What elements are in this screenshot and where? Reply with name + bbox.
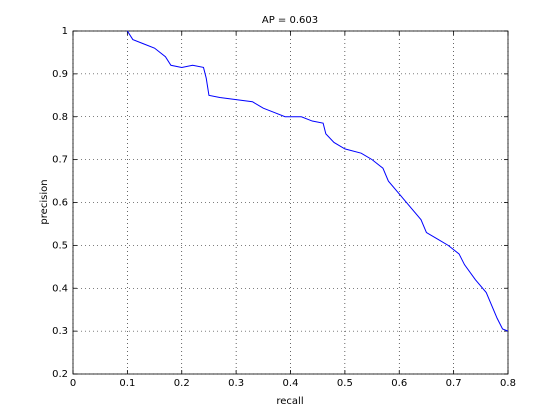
y-tick-label: 0.6 [52, 198, 68, 209]
y-tick-label: 1 [62, 26, 68, 37]
x-tick-label: 0.4 [283, 378, 299, 389]
y-axis-label: precision [39, 179, 50, 224]
y-tick-label: 0.9 [52, 69, 68, 80]
chart-title: AP = 0.603 [262, 15, 318, 26]
y-tick-label: 0.8 [52, 112, 68, 123]
y-tick-label: 0.7 [52, 155, 68, 166]
x-axis-label: recall [276, 396, 303, 407]
x-tick-label: 0.8 [500, 378, 516, 389]
x-tick-label: 0 [70, 378, 76, 389]
y-tick-label: 0.4 [52, 283, 68, 294]
y-tick-label: 0.3 [52, 326, 68, 337]
pr-curve [126, 30, 509, 332]
y-tick-label: 0.2 [52, 369, 68, 380]
x-tick-label: 0.7 [446, 378, 462, 389]
y-tick-label: 0.5 [52, 240, 68, 251]
plot-area [72, 30, 509, 375]
x-tick-label: 0.2 [174, 378, 190, 389]
x-tick-label: 0.5 [337, 378, 353, 389]
x-tick-label: 0.3 [228, 378, 244, 389]
x-tick-label: 0.6 [391, 378, 407, 389]
x-tick-label: 0.1 [119, 378, 135, 389]
